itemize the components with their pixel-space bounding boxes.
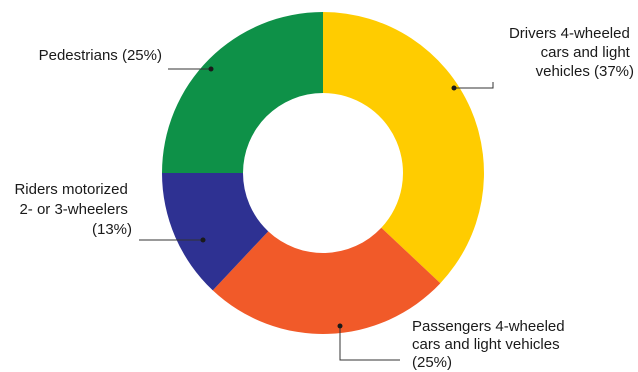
- slice-label-drivers-line-2: cars and light: [541, 44, 631, 61]
- slice-passengers: [212, 227, 441, 334]
- slice-label-drivers: Drivers 4-wheeled cars and light vehicle…: [509, 25, 634, 80]
- label-group-drivers: Drivers 4-wheeled cars and light vehicle…: [451, 25, 634, 91]
- slice-pedestrians: [162, 12, 323, 173]
- slice-label-passengers-line-1: Passengers 4-wheeled: [412, 318, 565, 335]
- slice-label-drivers-line-3: vehicles (37%): [536, 63, 634, 80]
- slice-label-passengers-line-2: cars and light vehicles: [412, 336, 560, 353]
- slice-label-pedestrians-line-1: Pedestrians (25%): [39, 47, 162, 64]
- slice-riders: [162, 173, 269, 291]
- slice-label-drivers-line-1: Drivers 4-wheeled: [509, 25, 630, 42]
- label-group-riders: Riders motorized 2- or 3-wheelers (13%): [14, 181, 206, 243]
- slice-label-riders-line-1: Riders motorized: [14, 181, 127, 198]
- leader-dot-passengers: [337, 323, 343, 329]
- label-group-passengers: Passengers 4-wheeled cars and light vehi…: [337, 318, 569, 371]
- leader-dot-drivers: [451, 85, 457, 91]
- leader-line-passengers: [339, 326, 400, 361]
- leader-dot-pedestrians: [208, 66, 214, 72]
- slice-label-passengers-line-3: (25%): [412, 354, 452, 371]
- slice-label-pedestrians: Pedestrians (25%): [39, 47, 162, 64]
- slice-label-riders-line-2: 2- or 3-wheelers: [19, 201, 127, 218]
- slice-label-passengers: Passengers 4-wheeled cars and light vehi…: [412, 318, 569, 371]
- label-group-pedestrians: Pedestrians (25%): [39, 47, 214, 72]
- leader-line-drivers: [454, 82, 494, 89]
- leader-dot-riders: [200, 237, 206, 243]
- slice-drivers: [323, 12, 484, 284]
- slice-label-riders: Riders motorized 2- or 3-wheelers (13%): [14, 181, 132, 238]
- slice-label-riders-line-3: (13%): [92, 221, 132, 238]
- donut-slices: [162, 12, 484, 334]
